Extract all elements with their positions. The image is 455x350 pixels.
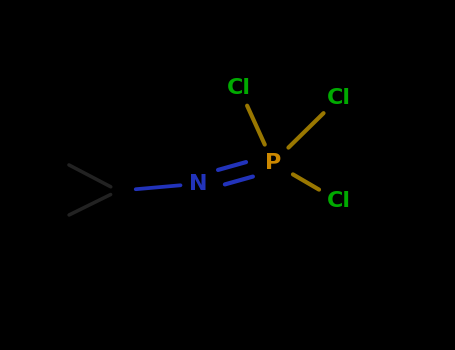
Text: Cl: Cl xyxy=(227,77,251,98)
Text: Cl: Cl xyxy=(327,191,351,211)
Text: P: P xyxy=(265,153,281,173)
Text: Cl: Cl xyxy=(327,88,351,108)
Text: N: N xyxy=(189,174,207,194)
